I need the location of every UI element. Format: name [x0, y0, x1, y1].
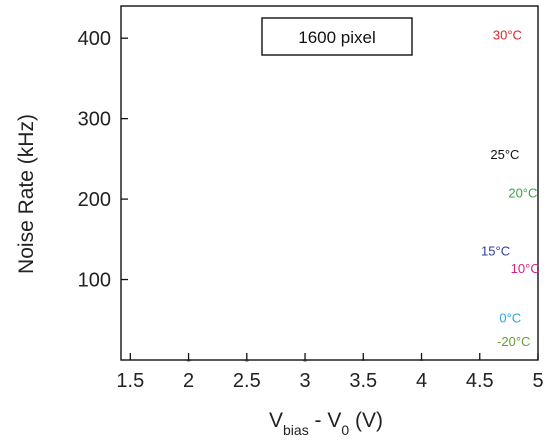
x-tick-label: 3.5	[349, 370, 377, 392]
plot-frame	[120, 5, 539, 361]
annotation-text: 1600 pixel	[298, 28, 376, 47]
x-tick-label: 1.5	[116, 370, 144, 392]
x-axis-title: Vbias - V0 (V)	[269, 409, 383, 438]
series-label: 25°C	[490, 147, 519, 162]
series-label: 15°C	[481, 243, 510, 258]
axes-layer	[120, 5, 539, 361]
x-axis-title-main: V	[269, 409, 283, 432]
x-axis-title-mid: - V	[309, 409, 342, 432]
y-tick-label: 200	[78, 189, 111, 211]
series-label: 10°C	[511, 261, 540, 276]
x-tick-label: 4	[416, 370, 427, 392]
series-label: 0°C	[499, 310, 521, 325]
y-tick-label: 300	[78, 109, 111, 131]
annotation-box: 1600 pixel	[261, 17, 413, 56]
x-axis-title-unit: (V)	[349, 409, 383, 432]
annotation-frame	[261, 17, 413, 56]
x-axis-title-sub1: bias	[283, 422, 309, 438]
y-tick-label: 400	[78, 28, 111, 50]
x-tick-label: 2	[183, 370, 194, 392]
y-axis-title: Noise Rate (kHz)	[15, 114, 38, 274]
x-axis-title-sub2: 0	[341, 422, 349, 438]
series-labels: 30°C 25°C 20°C 15°C10°C 0°C -20°C	[481, 27, 540, 348]
y-tick-label: 100	[78, 270, 111, 292]
series-label: -20°C	[497, 334, 530, 349]
x-tick-label: 5	[532, 370, 543, 392]
x-tick-label: 3	[299, 370, 310, 392]
x-tick-label: 2.5	[233, 370, 261, 392]
series-label: 20°C	[508, 186, 537, 201]
x-tick-label: 4.5	[466, 370, 494, 392]
series-label: 30°C	[493, 27, 522, 42]
ticks-layer: 1.5 2 2.5 3 3.5 4 4.5 5 100 200 300 400	[78, 28, 544, 392]
